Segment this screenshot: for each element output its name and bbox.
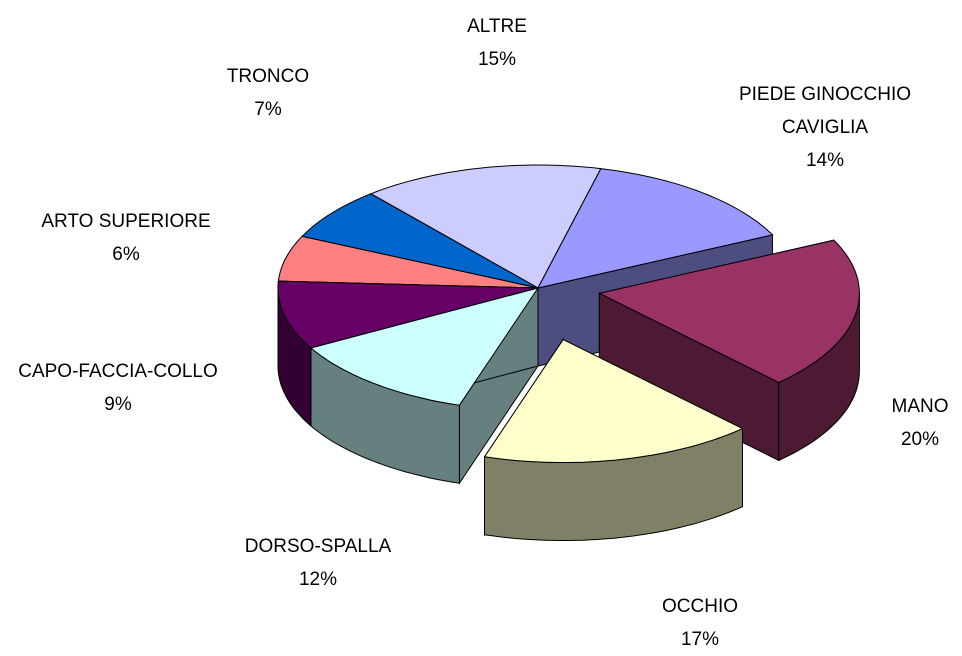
slice-top [277, 280, 539, 349]
slice-top [483, 338, 744, 463]
category-name: ALTRE [467, 16, 527, 37]
category-name: ARTO SUPERIORE [41, 211, 211, 232]
category-name: OCCHIO [662, 596, 738, 617]
slice [597, 239, 860, 462]
slice-label: MANO 20% [860, 390, 962, 456]
percent-label: 12% [298, 569, 338, 590]
slice-label: CAPO-FACCIA-COLLO 9% [18, 355, 218, 421]
slice-top [277, 235, 539, 289]
slice-label: ALTRE 15% [437, 10, 557, 76]
percent-label: 14% [805, 150, 845, 171]
slice-top [369, 164, 602, 289]
category-name: DORSO-SPALLA [244, 536, 392, 557]
slice-top [300, 193, 539, 289]
category-name: TRONCO [226, 66, 310, 87]
slice-label: PIEDE GINOCCHIO CAVIGLIA 14% [700, 78, 950, 177]
slice-label: OCCHIO 17% [640, 590, 760, 656]
slice-top [597, 239, 860, 383]
slice-top [309, 287, 540, 406]
percent-label: 15% [477, 49, 517, 70]
percent-label: 17% [680, 629, 720, 650]
slice-label: DORSO-SPALLA 12% [198, 530, 438, 596]
slice-label: TRONCO 7% [188, 60, 348, 126]
percent-label: 7% [254, 99, 282, 120]
category-name: PIEDE GINOCCHIO CAVIGLIA [738, 84, 912, 138]
category-name: MANO [891, 396, 949, 417]
percent-label: 20% [900, 429, 940, 450]
slice [483, 337, 744, 541]
slice-top [537, 168, 774, 289]
percent-label: 9% [104, 394, 132, 415]
slice [309, 286, 540, 485]
percent-label: 6% [112, 244, 140, 265]
slice-label: ARTO SUPERIORE 6% [0, 205, 256, 271]
category-name: CAPO-FACCIA-COLLO [18, 361, 218, 382]
